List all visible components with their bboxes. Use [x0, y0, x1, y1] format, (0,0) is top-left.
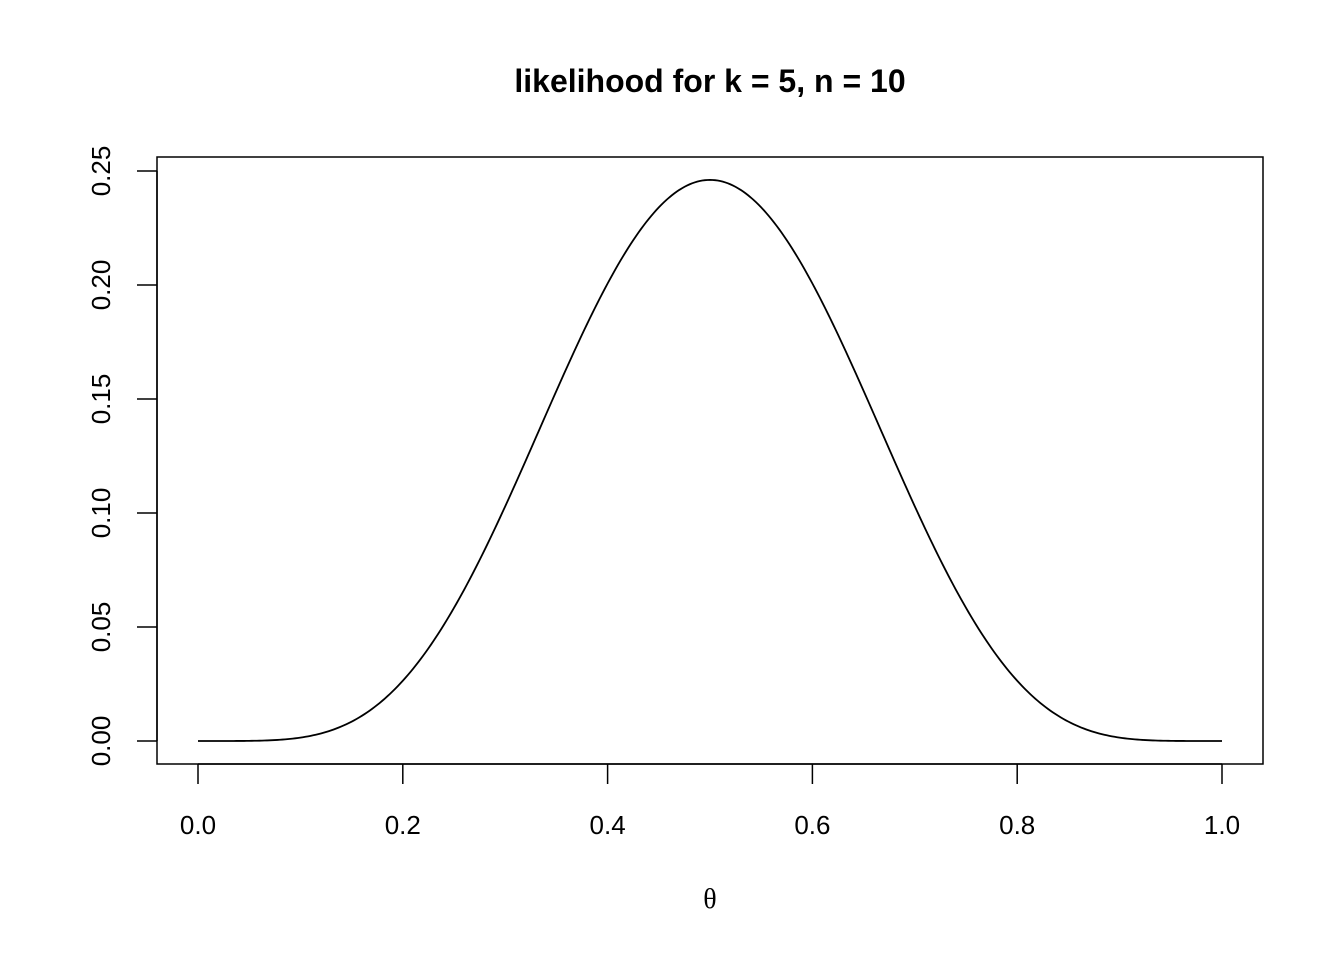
y-tick-label: 0.20: [86, 260, 116, 311]
chart-title: likelihood for k = 5, n = 10: [514, 63, 905, 99]
x-tick-label: 0.2: [385, 810, 421, 840]
likelihood-curve: [198, 179, 1222, 742]
y-tick-label: 0.25: [86, 146, 116, 197]
x-tick-label: 1.0: [1204, 810, 1240, 840]
y-tick-label: 0.10: [86, 488, 116, 539]
x-tick-label: 0.6: [794, 810, 830, 840]
x-tick-label: 0.0: [180, 810, 216, 840]
x-axis: 0.0 0.2 0.4 0.6 0.8 1.0: [180, 763, 1240, 840]
y-tick-label: 0.05: [86, 602, 116, 653]
x-axis-label: θ: [703, 884, 716, 915]
y-axis: 0.00 0.05 0.10 0.15 0.20 0.25: [86, 146, 158, 767]
y-tick-label: 0.00: [86, 716, 116, 767]
y-tick-label: 0.15: [86, 374, 116, 425]
plot-frame: [156, 156, 1264, 765]
x-tick-label: 0.4: [590, 810, 626, 840]
x-tick-label: 0.8: [999, 810, 1035, 840]
